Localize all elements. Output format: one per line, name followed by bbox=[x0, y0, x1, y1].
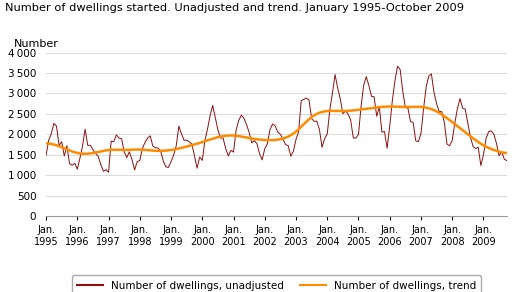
Text: Number of dwellings started. Unadjusted and trend. January 1995-October 2009: Number of dwellings started. Unadjusted … bbox=[5, 3, 464, 13]
Legend: Number of dwellings, unadjusted, Number of dwellings, trend: Number of dwellings, unadjusted, Number … bbox=[72, 275, 481, 292]
Text: Number: Number bbox=[14, 39, 59, 49]
